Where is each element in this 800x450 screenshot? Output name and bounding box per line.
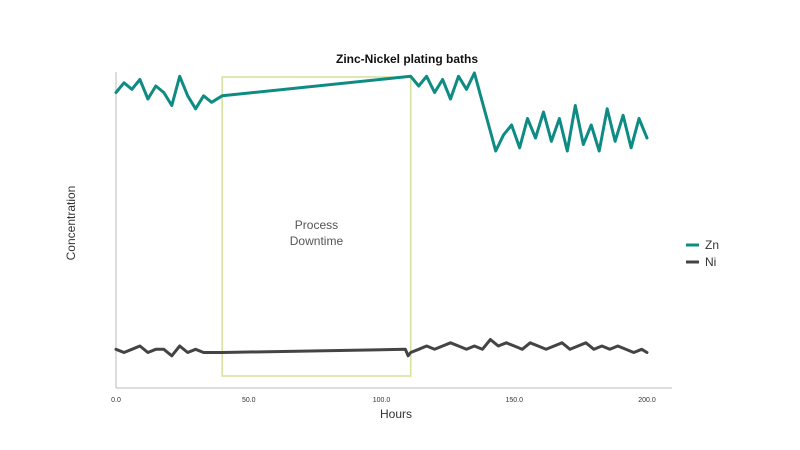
x-tick-label: 50.0: [242, 397, 256, 404]
legend-label-zn: Zn: [705, 238, 719, 252]
y-axis-label: Concentration: [64, 186, 78, 261]
plot-frame: [115, 72, 672, 389]
x-tick-label: 200.0: [638, 397, 656, 404]
x-tick-labels: 0.0 50.0 100.0 150.0 200.0: [111, 397, 656, 404]
chart-title: Zinc-Nickel plating baths: [336, 52, 478, 66]
series-line-ni: [114, 338, 649, 358]
downtime-label-line-2: Downtime: [290, 234, 344, 248]
x-tick-label: 100.0: [373, 397, 391, 404]
legend: Zn Ni: [686, 238, 719, 269]
x-tick-label: 150.0: [505, 397, 523, 404]
legend-label-ni: Ni: [705, 255, 716, 269]
x-tick-label: 0.0: [111, 397, 121, 404]
series-layer: [114, 71, 649, 358]
series-line-zn: [114, 71, 649, 153]
process-downtime-region: [221, 76, 412, 377]
x-axis-label: Hours: [380, 407, 412, 421]
downtime-label-line-1: Process: [295, 218, 338, 232]
